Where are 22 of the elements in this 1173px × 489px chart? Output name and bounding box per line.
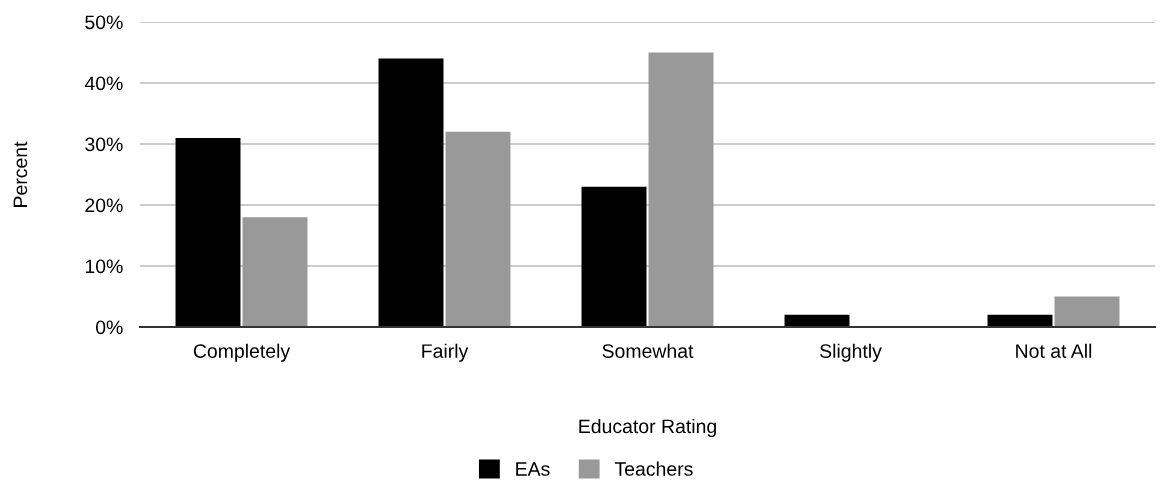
y-tick-label: 40% bbox=[84, 76, 123, 91]
legend-label: Teachers bbox=[614, 461, 693, 476]
bar bbox=[445, 131, 511, 327]
bar bbox=[648, 52, 714, 327]
y-tick-label: 50% bbox=[85, 15, 123, 30]
x-tick-label: Slightly bbox=[820, 343, 882, 362]
bar bbox=[175, 137, 241, 327]
y-tick-label: 30% bbox=[85, 137, 123, 152]
y-tick-label: 20% bbox=[85, 198, 123, 213]
y-tick-label: 0% bbox=[95, 320, 123, 335]
x-tick-label: Not at All bbox=[1016, 343, 1092, 358]
x-tick-label: Somewhat bbox=[602, 343, 694, 358]
bar bbox=[242, 217, 308, 327]
y-tick-label: 10% bbox=[85, 259, 123, 274]
x-axis-title: Educator Rating bbox=[579, 418, 716, 438]
bar bbox=[581, 186, 647, 327]
bar bbox=[378, 58, 444, 327]
x-tick-label: Completely bbox=[193, 343, 291, 362]
bar bbox=[1054, 296, 1120, 327]
legend-label: EAs bbox=[516, 462, 550, 476]
x-tick-label: Fairly bbox=[422, 343, 469, 362]
y-axis-title: Percent bbox=[13, 141, 28, 207]
